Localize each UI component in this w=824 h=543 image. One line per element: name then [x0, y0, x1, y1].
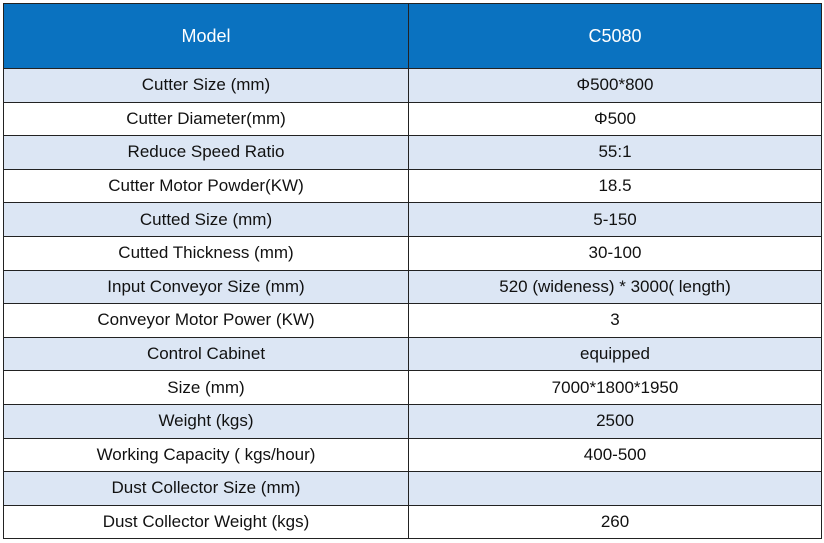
table-row: Size (mm) 7000*1800*1950 [3, 370, 822, 405]
row-label: Control Cabinet [3, 336, 409, 372]
row-value: 3 [408, 303, 822, 338]
table-row: Cutter Motor Powder(KW) 18.5 [3, 168, 822, 204]
table-row: Control Cabinet equipped [3, 336, 822, 372]
table-row: Working Capacity ( kgs/hour) 400-500 [3, 437, 822, 473]
table-row: Dust Collector Size (mm) [3, 471, 822, 506]
row-value [408, 471, 822, 506]
table-row: Dust Collector Weight (kgs) 260 [3, 504, 822, 540]
row-value: 30-100 [408, 235, 822, 271]
header-model: Model [3, 3, 409, 69]
row-label: Input Conveyor Size (mm) [3, 269, 409, 305]
table-row: Weight (kgs) 2500 [3, 403, 822, 439]
table-row: Reduce Speed Ratio 55:1 [3, 135, 822, 170]
table-row: Cutted Thickness (mm) 30-100 [3, 235, 822, 271]
row-value: 7000*1800*1950 [408, 370, 822, 405]
row-value: 260 [408, 504, 822, 540]
spec-table: Model C5080 Cutter Size (mm) Φ500*800 Cu… [3, 3, 822, 540]
row-label: Dust Collector Size (mm) [3, 471, 409, 506]
row-label: Cutter Size (mm) [3, 68, 409, 103]
row-value: Φ500 [408, 101, 822, 137]
row-label: Cutted Size (mm) [3, 202, 409, 237]
row-value: 55:1 [408, 135, 822, 170]
row-value: 5-150 [408, 202, 822, 237]
table-row: Input Conveyor Size (mm) 520 (wideness) … [3, 269, 822, 305]
row-label: Cutter Motor Powder(KW) [3, 168, 409, 204]
row-label: Conveyor Motor Power (KW) [3, 303, 409, 338]
row-value: Φ500*800 [408, 68, 822, 103]
row-label: Size (mm) [3, 370, 409, 405]
row-value: 520 (wideness) * 3000( length) [408, 269, 822, 305]
row-label: Working Capacity ( kgs/hour) [3, 437, 409, 473]
row-label: Dust Collector Weight (kgs) [3, 504, 409, 540]
table-row: Conveyor Motor Power (KW) 3 [3, 303, 822, 338]
row-value: equipped [408, 336, 822, 372]
table-row: Cutter Diameter(mm) Φ500 [3, 101, 822, 137]
spec-table-container: Model C5080 Cutter Size (mm) Φ500*800 Cu… [3, 3, 822, 540]
row-value: 2500 [408, 403, 822, 439]
row-value: 400-500 [408, 437, 822, 473]
row-label: Weight (kgs) [3, 403, 409, 439]
table-header-row: Model C5080 [3, 3, 822, 69]
table-row: Cutted Size (mm) 5-150 [3, 202, 822, 237]
table-row: Cutter Size (mm) Φ500*800 [3, 68, 822, 103]
row-label: Cutted Thickness (mm) [3, 235, 409, 271]
header-model-value: C5080 [408, 3, 822, 69]
row-value: 18.5 [408, 168, 822, 204]
row-label: Reduce Speed Ratio [3, 135, 409, 170]
row-label: Cutter Diameter(mm) [3, 101, 409, 137]
